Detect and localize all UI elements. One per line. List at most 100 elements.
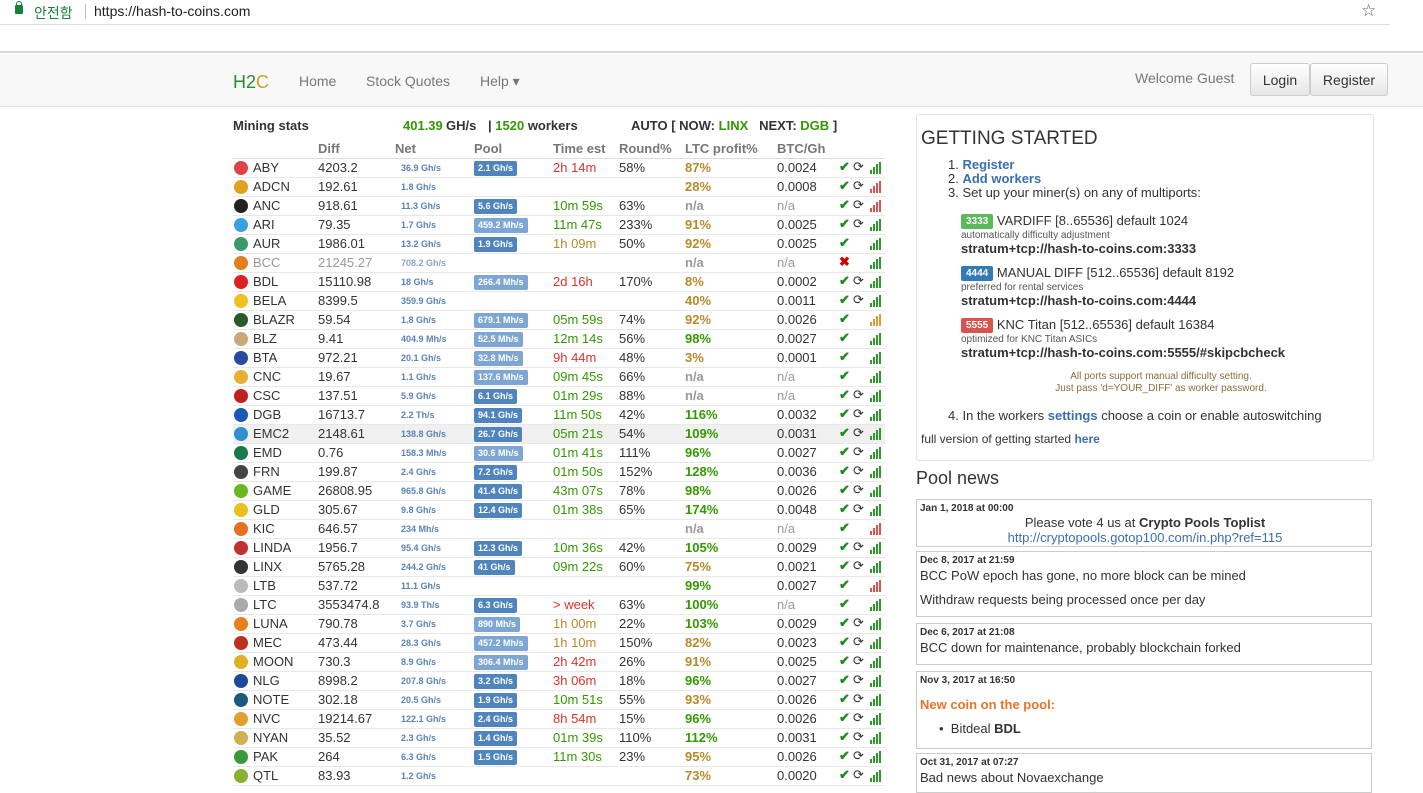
coin-name[interactable]: MOON	[253, 654, 294, 669]
coin-name[interactable]: ABY	[253, 160, 280, 175]
signal-bars-icon[interactable]	[870, 770, 881, 782]
toplist-link[interactable]: http://cryptopools.gotop100.com/in.php?r…	[1007, 530, 1283, 545]
autoswitch-sync-icon[interactable]: ⟳	[853, 292, 864, 307]
coin-name[interactable]: ANC	[253, 198, 281, 213]
signal-bars-icon[interactable]	[870, 219, 881, 231]
coin-name[interactable]: KIC	[253, 521, 275, 536]
coin-name[interactable]: BTA	[253, 350, 278, 365]
autoswitch-sync-icon[interactable]: ⟳	[853, 767, 864, 782]
coin-name[interactable]: GAME	[253, 483, 292, 498]
signal-bars-icon[interactable]	[870, 409, 881, 421]
coin-name[interactable]: EMC2	[253, 426, 290, 441]
signal-bars-icon[interactable]	[870, 371, 881, 383]
table-row[interactable]: DGB 16713.7 2.2 Th/s 94.1 Gh/s 11m 50s 42% 116…	[233, 406, 885, 425]
nav-help-dropdown[interactable]: Help ▾	[480, 73, 520, 89]
table-row[interactable]: NYAN 35.52 2.3 Gh/s 1.4 Gh/s 01m 39s 110% 112%…	[233, 729, 885, 748]
signal-bars-icon[interactable]	[870, 276, 881, 288]
table-row[interactable]: CNC 19.67 1.1 Gh/s 137.6 Mh/s 09m 45s 66% n/a n…	[233, 368, 885, 387]
autoswitch-sync-icon[interactable]: ⟳	[853, 387, 864, 402]
table-row[interactable]: BELA 8399.5 359.9 Gh/s 40% 0.0011 ✔ ⟳	[233, 292, 885, 311]
autoswitch-sync-icon[interactable]: ⟳	[853, 558, 864, 573]
table-row[interactable]: LTB 537.72 11.1 Gh/s 99% 0.0027 ✔	[233, 577, 885, 596]
table-row[interactable]: BLAZR 59.54 1.8 Gh/s 679.1 Mh/s 05m 59s 74% 92…	[233, 311, 885, 330]
table-row[interactable]: BLZ 9.41 404.9 Mh/s 52.5 Mh/s 12m 14s 56% 98% 0…	[233, 330, 885, 349]
signal-bars-icon[interactable]	[870, 333, 881, 345]
table-row[interactable]: CSC 137.51 5.9 Gh/s 6.1 Gh/s 01m 29s 88% n/a n/…	[233, 387, 885, 406]
signal-bars-icon[interactable]	[870, 618, 881, 630]
coin-name[interactable]: CNC	[253, 369, 282, 384]
table-row[interactable]: LUNA 790.78 3.7 Gh/s 890 Mh/s 1h 00m 22% 103% 0…	[233, 615, 885, 634]
coin-name[interactable]: FRN	[253, 464, 280, 479]
autoswitch-sync-icon[interactable]: ⟳	[853, 615, 864, 630]
autoswitch-sync-icon[interactable]: ⟳	[853, 653, 864, 668]
signal-bars-icon[interactable]	[870, 675, 881, 687]
port-4444-stratum[interactable]: stratum+tcp://hash-to-coins.com:4444	[961, 293, 1197, 308]
coin-name[interactable]: MEC	[253, 635, 282, 650]
table-row[interactable]: EMD 0.76 158.3 Mh/s 30.6 Mh/s 01m 41s 111% 96%…	[233, 444, 885, 463]
autoswitch-sync-icon[interactable]: ⟳	[853, 406, 864, 421]
signal-bars-icon[interactable]	[870, 466, 881, 478]
coin-name[interactable]: ADCN	[253, 179, 290, 194]
signal-bars-icon[interactable]	[870, 162, 881, 174]
table-row[interactable]: BDL 15110.98 18 Gh/s 266.4 Mh/s 2d 16h 170% 8%…	[233, 273, 885, 292]
signal-bars-icon[interactable]	[870, 352, 881, 364]
table-row[interactable]: AUR 1986.01 13.2 Gh/s 1.9 Gh/s 1h 09m 50% 92% 0…	[233, 235, 885, 254]
autoswitch-sync-icon[interactable]: ⟳	[853, 482, 864, 497]
url-field[interactable]: https://hash-to-coins.com	[94, 3, 251, 19]
coin-name[interactable]: NVC	[253, 711, 281, 726]
table-row[interactable]: BCC 21245.27 708.2 Gh/s n/a n/a ✖	[233, 254, 885, 273]
add-workers-link[interactable]: Add workers	[962, 171, 1042, 186]
settings-link[interactable]: settings	[1047, 408, 1098, 423]
port-3333-stratum[interactable]: stratum+tcp://hash-to-coins.com:3333	[961, 241, 1197, 256]
table-row[interactable]: KIC 646.57 234 Mh/s n/a n/a ✔	[233, 520, 885, 539]
coin-name[interactable]: LINDA	[253, 540, 292, 555]
autoswitch-sync-icon[interactable]: ⟳	[853, 729, 864, 744]
table-row[interactable]: NLG 8998.2 207.8 Gh/s 3.2 Gh/s 3h 06m 18% 96% 0…	[233, 672, 885, 691]
table-row[interactable]: LTC 3553474.8 93.9 Th/s 6.3 Gh/s > week 63% 10…	[233, 596, 885, 615]
signal-bars-icon[interactable]	[870, 523, 881, 535]
table-row[interactable]: ABY 4203.2 36.9 Gh/s 2.1 Gh/s 2h 14m 58% 87% 0.…	[233, 159, 885, 178]
table-row[interactable]: LINDA 1956.7 95.4 Gh/s 12.3 Gh/s 10m 36s 42% 1…	[233, 539, 885, 558]
signal-bars-icon[interactable]	[870, 181, 881, 193]
signal-bars-icon[interactable]	[870, 200, 881, 212]
coin-name[interactable]: EMD	[253, 445, 282, 460]
coin-name[interactable]: NYAN	[253, 730, 289, 745]
register-link[interactable]: Register	[962, 157, 1015, 172]
signal-bars-icon[interactable]	[870, 637, 881, 649]
coin-name[interactable]: GLD	[253, 502, 280, 517]
autoswitch-sync-icon[interactable]: ⟳	[853, 748, 864, 763]
autoswitch-sync-icon[interactable]: ⟳	[853, 178, 864, 193]
table-row[interactable]: QTL 83.93 1.2 Gh/s 73% 0.0020 ✔ ⟳	[233, 767, 885, 786]
table-row[interactable]: ADCN 192.61 1.8 Gh/s 28% 0.0008 ✔ ⟳	[233, 178, 885, 197]
autoswitch-sync-icon[interactable]: ⟳	[853, 463, 864, 478]
coin-name[interactable]: LINX	[253, 559, 282, 574]
coin-name[interactable]: QTL	[253, 768, 279, 783]
coin-name[interactable]: LTC	[253, 597, 277, 612]
signal-bars-icon[interactable]	[870, 504, 881, 516]
autoswitch-sync-icon[interactable]: ⟳	[853, 425, 864, 440]
coin-name[interactable]: DGB	[253, 407, 282, 422]
table-row[interactable]: LINX 5765.28 244.2 Gh/s 41 Gh/s 09m 22s 60% 75…	[233, 558, 885, 577]
signal-bars-icon[interactable]	[870, 599, 881, 611]
autoswitch-sync-icon[interactable]: ⟳	[853, 216, 864, 231]
coin-name[interactable]: CSC	[253, 388, 281, 403]
coin-name[interactable]: LTB	[253, 578, 276, 593]
coin-name[interactable]: NOTE	[253, 692, 290, 707]
signal-bars-icon[interactable]	[870, 314, 881, 326]
table-row[interactable]: MEC 473.44 28.3 Gh/s 457.2 Mh/s 1h 10m 150% 82…	[233, 634, 885, 653]
table-row[interactable]: PAK 264 6.3 Gh/s 1.5 Gh/s 11m 30s 23% 95% 0.002…	[233, 748, 885, 767]
table-row[interactable]: NVC 19214.67 122.1 Gh/s 2.4 Gh/s 8h 54m 15% 96…	[233, 710, 885, 729]
coin-name[interactable]: BLAZR	[253, 312, 295, 327]
register-button[interactable]: Register	[1310, 63, 1388, 96]
signal-bars-icon[interactable]	[870, 580, 881, 592]
coin-name[interactable]: BELA	[253, 293, 287, 308]
coin-name[interactable]: BLZ	[253, 331, 277, 346]
signal-bars-icon[interactable]	[870, 656, 881, 668]
signal-bars-icon[interactable]	[870, 428, 881, 440]
table-row[interactable]: MOON 730.3 8.9 Gh/s 306.4 Mh/s 2h 42m 26% 91% 0…	[233, 653, 885, 672]
signal-bars-icon[interactable]	[870, 295, 881, 307]
signal-bars-icon[interactable]	[870, 447, 881, 459]
coin-name[interactable]: LUNA	[253, 616, 288, 631]
autoswitch-sync-icon[interactable]: ⟳	[853, 672, 864, 687]
signal-bars-icon[interactable]	[870, 257, 881, 269]
